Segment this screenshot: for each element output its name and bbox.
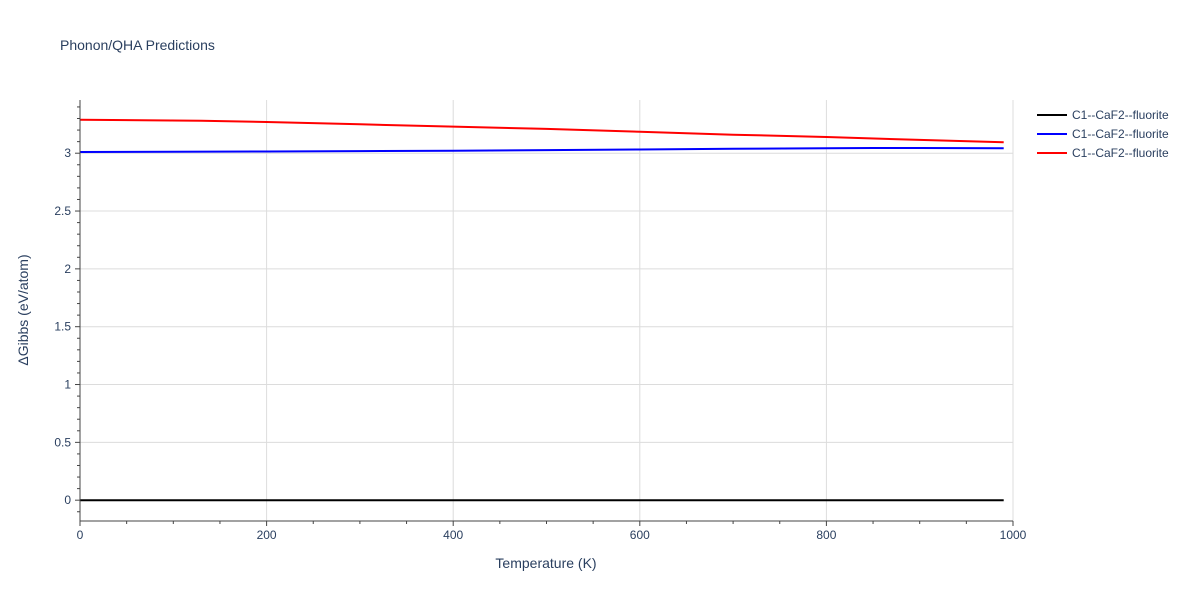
legend-item-3[interactable]: C1--CaF2--fluorite bbox=[1037, 146, 1169, 160]
y-tick-label: 0 bbox=[64, 493, 71, 507]
legend-item-2[interactable]: C1--CaF2--fluorite bbox=[1037, 127, 1169, 141]
series-line-3 bbox=[79, 118, 1004, 144]
x-tick-label: 1000 bbox=[1000, 528, 1027, 542]
x-tick-label: 800 bbox=[816, 528, 836, 542]
y-tick-label: 2 bbox=[64, 262, 71, 276]
x-tick-label: 200 bbox=[257, 528, 277, 542]
legend[interactable]: C1--CaF2--fluorite C1--CaF2--fluorite C1--… bbox=[1037, 108, 1169, 160]
x-tick-label: 400 bbox=[443, 528, 463, 542]
legend-label: C1--CaF2--fluorite bbox=[1072, 108, 1169, 122]
legend-label: C1--CaF2--fluorite bbox=[1072, 127, 1169, 141]
legend-item-1[interactable]: C1--CaF2--fluorite bbox=[1037, 108, 1169, 122]
y-tick-label: 0.5 bbox=[54, 435, 71, 449]
x-tick-label: 600 bbox=[630, 528, 650, 542]
x-axis-label: Temperature (K) bbox=[495, 555, 596, 571]
y-tick-label: 3 bbox=[64, 146, 71, 160]
y-tick-label: 2.5 bbox=[54, 204, 71, 218]
series-line-2 bbox=[79, 147, 1004, 153]
grid-lines bbox=[80, 100, 1014, 521]
x-tick-label: 0 bbox=[77, 528, 84, 542]
axes: 0 200 400 600 800 1000 0 0.5 1 1.5 2 2.5 3 bbox=[54, 100, 1027, 542]
series-lines bbox=[79, 118, 1004, 502]
y-tick-label: 1.5 bbox=[54, 320, 71, 334]
legend-label: C1--CaF2--fluorite bbox=[1072, 146, 1169, 160]
y-axis-label: ΔGibbs (eV/atom) bbox=[15, 254, 31, 365]
y-tick-label: 1 bbox=[64, 378, 71, 392]
chart-title: Phonon/QHA Predictions bbox=[60, 37, 215, 53]
